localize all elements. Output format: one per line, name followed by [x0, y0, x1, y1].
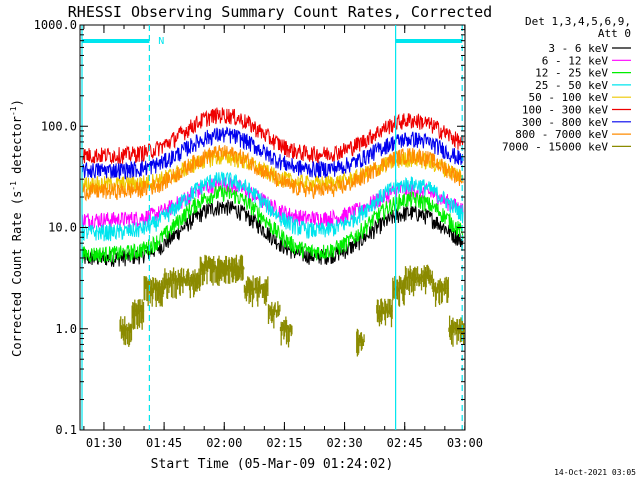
- series-line: [81, 107, 464, 165]
- series-line: [81, 199, 464, 267]
- series-line: [81, 126, 464, 180]
- chart-title: RHESSI Observing Summary Count Rates, Co…: [68, 3, 492, 21]
- legend-label: 12 - 25 keV: [535, 67, 608, 80]
- y-tick-label: 0.1: [55, 423, 77, 437]
- legend-label: 50 - 100 keV: [529, 91, 609, 104]
- x-axis-label: Start Time (05-Mar-09 01:24:02): [151, 457, 394, 472]
- x-tick-label: 01:30: [86, 436, 122, 450]
- legend-label: 7000 - 15000 keV: [502, 140, 608, 153]
- series-group: [81, 107, 464, 267]
- y-axis-label-mid: detector: [10, 116, 24, 181]
- x-tick-label: 02:15: [266, 436, 302, 450]
- y-tick-label: 100.0: [41, 119, 77, 133]
- y-axis-label-end: ): [10, 99, 24, 106]
- x-tick-label: 02:45: [387, 436, 423, 450]
- x-axis: 01:30 01:45 02:00 02:15 02:30 02:45 03:00: [83, 25, 483, 450]
- top-marker-label: N: [158, 36, 164, 47]
- x-tick-label: 02:00: [206, 436, 242, 450]
- y-tick-label: 1000.0: [34, 18, 77, 32]
- state-bar: [395, 39, 463, 43]
- x-tick-label: 03:00: [447, 436, 483, 450]
- legend-label: 6 - 12 keV: [542, 54, 609, 67]
- series-line: [81, 184, 464, 264]
- top-state-bars: [82, 39, 463, 43]
- y-tick-label: 1.0: [55, 322, 77, 336]
- x-tick-label: 01:45: [146, 436, 182, 450]
- series-line: [81, 171, 464, 242]
- x-tick-label: 02:30: [327, 436, 363, 450]
- legend-label: 100 - 300 keV: [522, 104, 608, 117]
- series-line: [81, 145, 464, 202]
- series-7000-15000-kev: [119, 254, 465, 357]
- y-axis: 1000.0 100.0 10.0 1.0 0.1: [34, 18, 465, 437]
- y-axis-label-sup2: -1: [9, 106, 18, 116]
- y-tick-label: 10.0: [48, 221, 77, 235]
- y-axis-label-sup1: -1: [9, 181, 18, 191]
- legend-header-line1: Det 1,3,4,5,6,9,: [525, 15, 631, 28]
- state-bar: [82, 39, 150, 43]
- y-axis-label: Corrected Count Rate (s-1 detector-1): [9, 99, 24, 357]
- legend-label: 25 - 50 keV: [535, 79, 608, 92]
- plot-area: [79, 24, 466, 431]
- legend-label: 3 - 6 keV: [548, 42, 608, 55]
- legend-label: 300 - 800 keV: [522, 116, 608, 129]
- legend-label: 800 - 7000 keV: [515, 128, 608, 141]
- y-axis-label-main: Corrected Count Rate (s: [10, 191, 24, 357]
- footer-timestamp: 14-Oct-2021 03:05: [554, 468, 636, 477]
- legend-header-line2: Att 0: [598, 27, 631, 40]
